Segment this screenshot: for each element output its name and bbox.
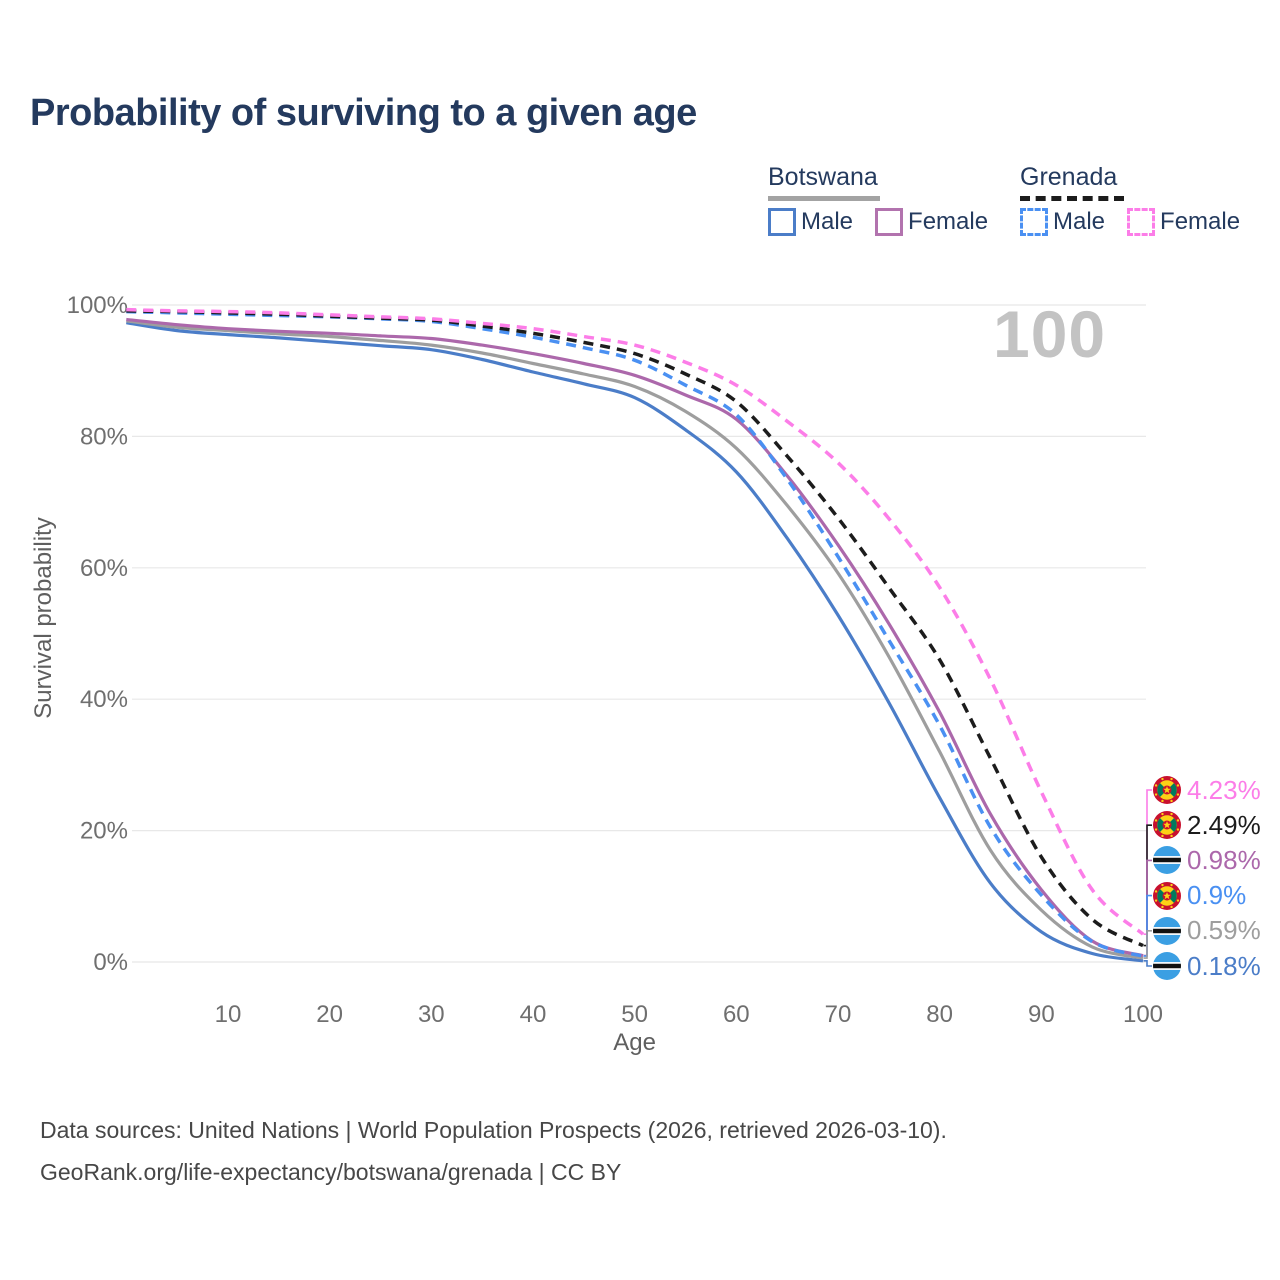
legend-grenada: Grenada Male Female xyxy=(1020,163,1262,236)
legend-swatch-botswana-male[interactable] xyxy=(768,208,796,236)
leader-line-botswana-total xyxy=(1143,929,1152,959)
watermark-age-100: 100 xyxy=(993,297,1107,371)
flag-icon-grenada xyxy=(1153,811,1181,840)
footer-attribution: GeoRank.org/life-expectancy/botswana/gre… xyxy=(40,1159,622,1185)
end-label-value-botswana-total: 0.59% xyxy=(1187,915,1261,946)
end-label-value-grenada-female: 4.23% xyxy=(1187,774,1261,805)
end-label-value-botswana-male: 0.18% xyxy=(1187,950,1261,981)
curve-grenada-female xyxy=(126,307,1145,936)
x-tick-label-60: 60 xyxy=(723,1001,750,1028)
y-tick-label-60: 60% xyxy=(80,555,128,582)
legend-swatch-grenada-female[interactable] xyxy=(1127,208,1156,236)
x-tick-label-50: 50 xyxy=(621,1001,648,1028)
legend-label-grenada-female[interactable]: Female xyxy=(1160,208,1241,235)
legend-grenada-title: Grenada xyxy=(1020,163,1118,191)
flag-icon-botswana xyxy=(1153,952,1181,980)
x-tick-label-20: 20 xyxy=(316,1001,343,1028)
curve-botswana-total xyxy=(126,319,1144,960)
legend-label-grenada-male[interactable]: Male xyxy=(1053,208,1106,235)
x-axis-title: Age xyxy=(613,1029,656,1056)
y-tick-label-80: 80% xyxy=(80,423,128,450)
page-title: Probability of surviving to a given age xyxy=(30,92,697,134)
curve-grenada-total xyxy=(126,309,1144,948)
y-tick-label-0: 0% xyxy=(93,949,128,976)
leader-line-botswana-male xyxy=(1143,959,1152,967)
end-label-botswana-total: 0.59% xyxy=(1153,915,1261,946)
end-label-botswana-male: 0.18% xyxy=(1153,951,1261,981)
flag-icon-botswana xyxy=(1153,916,1181,945)
footer-data-sources: Data sources: United Nations | World Pop… xyxy=(40,1117,947,1143)
legend-botswana-title: Botswana xyxy=(768,163,878,191)
flag-icon-grenada xyxy=(1153,881,1181,910)
curve-botswana-male xyxy=(126,321,1144,963)
curve-grenada-male xyxy=(126,309,1144,958)
footer: Data sources: United Nations | World Pop… xyxy=(40,1109,947,1193)
legend-swatch-grenada-male[interactable] xyxy=(1020,208,1048,236)
x-tick-label-70: 70 xyxy=(825,1001,852,1028)
end-label-value-grenada-total: 2.49% xyxy=(1187,809,1261,840)
x-tick-label-80: 80 xyxy=(926,1001,953,1028)
end-label-botswana-female: 0.98% xyxy=(1153,845,1261,875)
end-label-grenada-female: 4.23% xyxy=(1153,775,1261,805)
legend-botswana-line-sample xyxy=(768,196,880,201)
legend-label-botswana-female[interactable]: Female xyxy=(908,208,989,235)
x-tick-label-100: 100 xyxy=(1123,1001,1163,1028)
end-label-value-botswana-female: 0.98% xyxy=(1187,844,1261,875)
end-label-value-grenada-male: 0.9% xyxy=(1187,880,1247,911)
legend-botswana: Botswana Male Female xyxy=(768,163,1010,236)
end-label-grenada-male: 0.9% xyxy=(1153,880,1247,911)
y-tick-label-100: 100% xyxy=(67,292,128,319)
legend-grenada-line-sample xyxy=(1020,196,1124,201)
leader-line-grenada-male xyxy=(1143,894,1152,957)
end-label-grenada-total: 2.49% xyxy=(1153,810,1261,840)
flag-icon-grenada xyxy=(1153,776,1181,804)
y-tick-label-40: 40% xyxy=(80,686,128,713)
curve-botswana-female xyxy=(126,317,1144,958)
x-tick-label-30: 30 xyxy=(418,1001,445,1028)
x-tick-label-90: 90 xyxy=(1028,1001,1055,1028)
flag-icon-botswana xyxy=(1153,846,1181,875)
legend-label-botswana-male[interactable]: Male xyxy=(801,208,854,235)
x-tick-label-10: 10 xyxy=(215,1001,242,1028)
x-tick-label-40: 40 xyxy=(520,1001,547,1028)
y-tick-label-20: 20% xyxy=(80,818,128,845)
legend-swatch-botswana-female[interactable] xyxy=(875,208,904,236)
